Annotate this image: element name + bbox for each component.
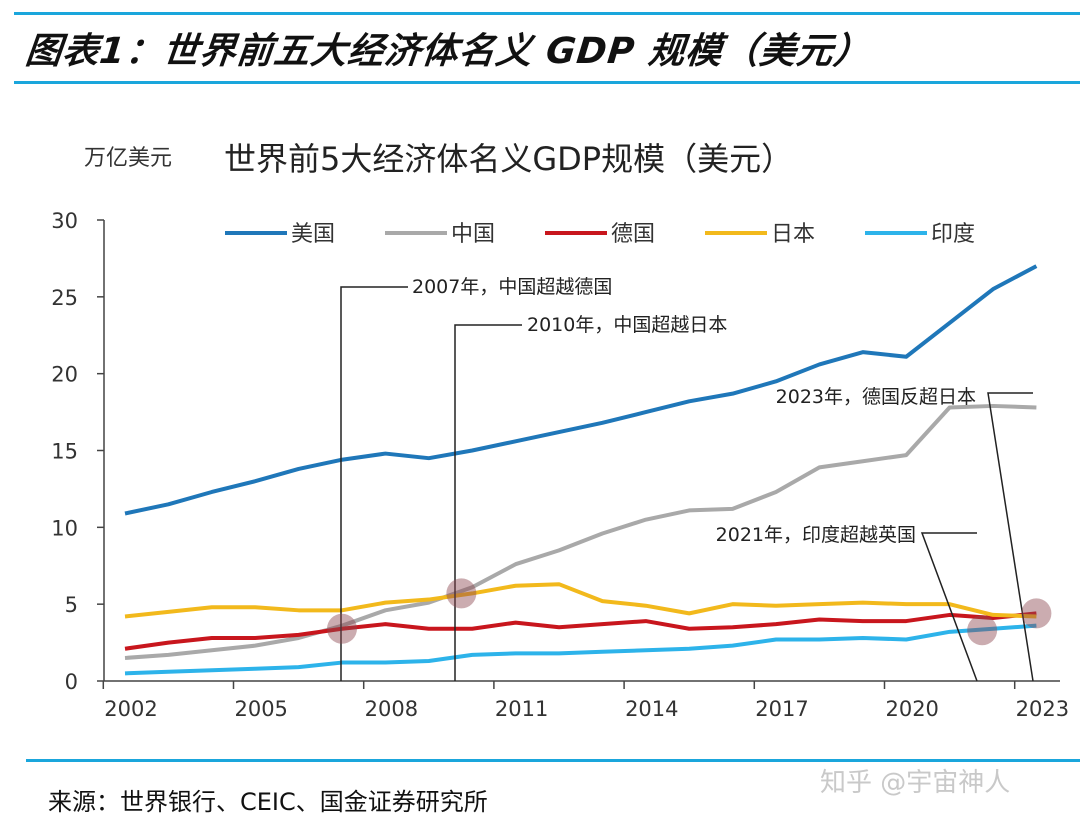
annotation-leader: [340, 286, 408, 681]
annotation-leader: [987, 392, 1034, 682]
annotation-label: 2021年，印度超越英国: [716, 524, 916, 546]
highlight-circle: [967, 615, 998, 646]
annotation-label: 2023年，德国反超日本: [776, 386, 976, 408]
series-line-2: [124, 611, 1037, 651]
x-tick-label: 2005: [234, 697, 287, 721]
highlight-circle: [446, 578, 477, 609]
x-tick-label: 2017: [755, 697, 808, 721]
x-tick-label: 2002: [104, 697, 157, 721]
annotation-leader: [454, 324, 522, 681]
series-line-3: [124, 582, 1037, 619]
y-tick-label: 15: [51, 440, 78, 464]
y-tick-label: 30: [51, 209, 78, 233]
series-line-4: [124, 623, 1037, 676]
x-tick-label: 2008: [365, 697, 418, 721]
x-tick-label: 2014: [625, 697, 678, 721]
legend-label-4: 印度: [931, 222, 975, 247]
source-note: 来源：世界银行、CEIC、国金证券研究所: [48, 788, 488, 816]
x-tick-label: 2023: [1016, 697, 1069, 721]
legend-label-2: 德国: [611, 222, 655, 247]
y-unit-label: 万亿美元: [84, 146, 172, 171]
annotation-label: 2007年，中国超越德国: [412, 276, 612, 298]
x-tick-label: 2020: [885, 697, 938, 721]
legend-label-0: 美国: [291, 222, 335, 247]
series-line-1: [124, 403, 1037, 660]
annotation-leader: [920, 532, 978, 682]
highlight-circle: [327, 613, 357, 644]
series-line-0: [124, 264, 1038, 516]
chart-title: 世界前5大经济体名义GDP规模（美元）: [224, 140, 793, 178]
legend-label-3: 日本: [771, 222, 815, 247]
x-tick-label: 2011: [495, 697, 548, 721]
annotation-label: 2010年，中国超越日本: [527, 314, 727, 336]
highlight-circle: [1021, 598, 1052, 629]
y-tick-label: 20: [51, 363, 78, 387]
title-rule: [14, 81, 1080, 84]
legend-label-1: 中国: [451, 222, 495, 247]
top-rule: [14, 12, 1080, 15]
gdp-line-chart: 万亿美元 世界前5大经济体名义GDP规模（美元） 0 5 10 15 20 25 30 2002 2…: [51, 140, 1069, 721]
y-tick-label: 10: [51, 516, 78, 540]
y-tick-label: 5: [65, 593, 78, 617]
watermark: 知乎 @宇宙神人: [820, 768, 1011, 798]
y-tick-label: 25: [51, 286, 78, 310]
y-tick-label: 0: [65, 670, 78, 694]
footer-rule: [26, 759, 1080, 762]
